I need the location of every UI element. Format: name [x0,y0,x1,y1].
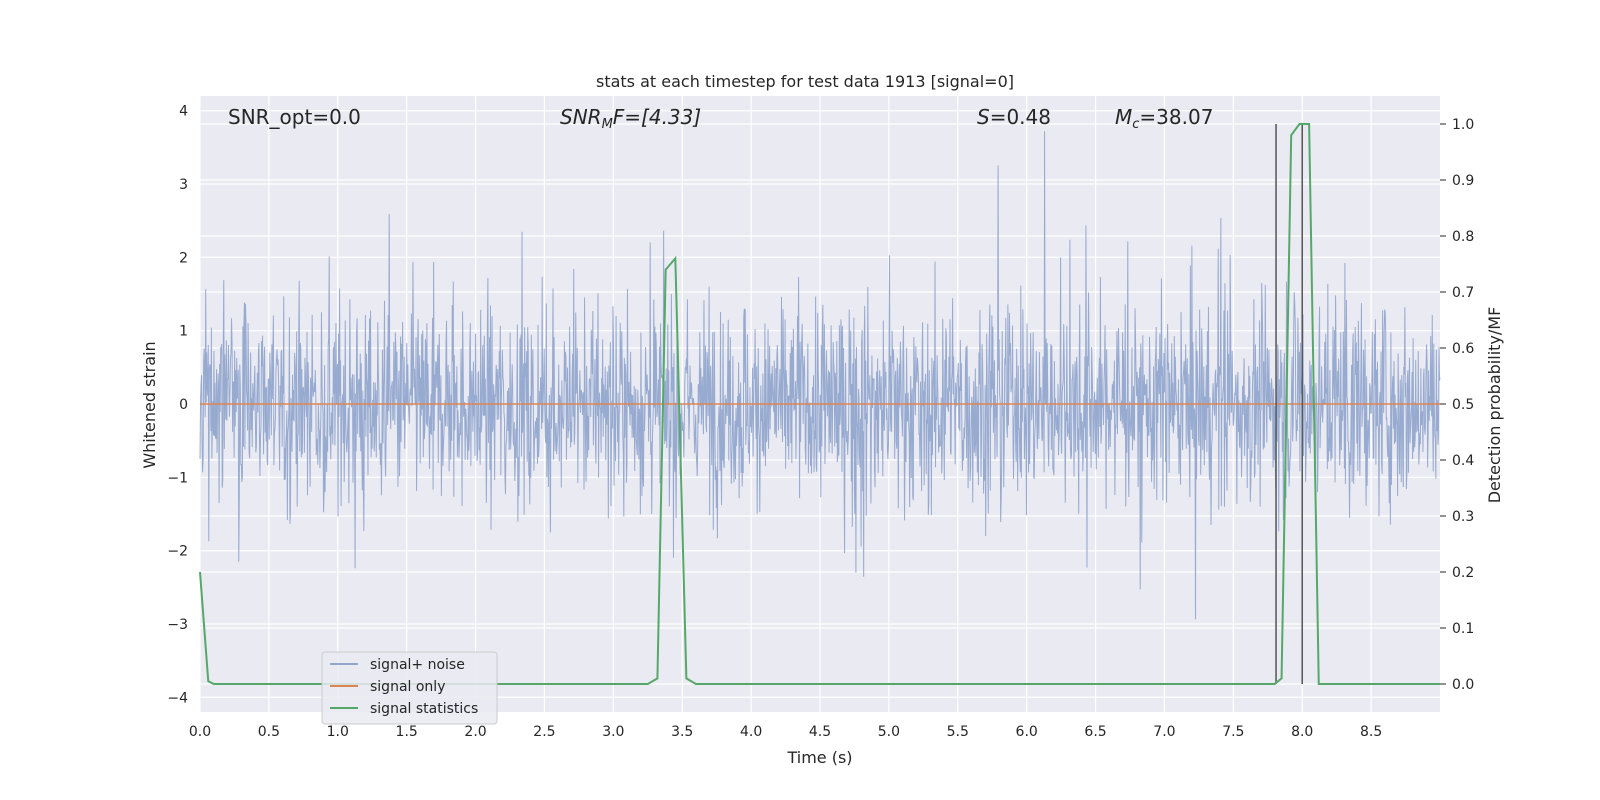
x-tick-label: 6.0 [1016,724,1038,740]
x-tick-label: 7.5 [1222,724,1244,740]
y-right-tick-label: 0.1 [1452,621,1474,637]
legend-box [321,651,498,725]
noise-trace [199,131,1441,620]
x-tick-label: 5.5 [947,724,969,740]
x-tick-label: 2.0 [464,724,486,740]
annotation-snr-mf: SNRMF=[4.33] [560,105,701,132]
x-tick-label: 4.5 [809,724,831,740]
legend-label-signal-only: signal only [370,679,445,695]
y-left-tick-label: 3 [179,177,188,193]
y-left-tick-label: 0 [179,397,188,413]
y-right-tick-label: 0.6 [1452,341,1474,357]
y-right-tick-label: 0.5 [1452,397,1474,413]
annotation-s: S=0.48 [977,105,1051,129]
x-tick-label: 1.0 [327,724,349,740]
x-tick-label: 8.5 [1360,724,1382,740]
x-tick-label: 3.5 [671,724,693,740]
y-axis-left-ticks: 4 3 2 1 0 −1 −2 −3 −4 [167,104,188,707]
x-axis-label: Time (s) [786,748,852,767]
y-left-tick-label: 2 [179,250,188,266]
y-right-tick-label: 0.3 [1452,509,1474,525]
y-left-tick-label: −4 [167,690,188,706]
x-tick-label: 7.0 [1153,724,1175,740]
x-tick-label: 0.5 [258,724,280,740]
x-tick-label: 4.0 [740,724,762,740]
x-tick-label: 0.0 [189,724,211,740]
y-right-tick-label: 0.4 [1452,453,1474,469]
series-signal-plus-noise [199,131,1441,620]
y-axis-right-label: Detection probability/MF [1485,307,1504,504]
y-axis-left-label: Whitened strain [140,341,159,468]
y-right-tick-label: 1.0 [1452,117,1474,133]
x-tick-label: 1.5 [396,724,418,740]
y-axis-right-ticks: 1.0 0.9 0.8 0.7 0.6 0.5 0.4 0.3 0.2 0.1 0.0 [1440,117,1474,693]
y-right-tick-label: 0.8 [1452,229,1474,245]
chart-title: stats at each timestep for test data 191… [596,72,1014,91]
x-tick-label: 3.0 [602,724,624,740]
x-tick-label: 2.5 [533,724,555,740]
x-axis-ticks: 0.0 0.5 1.0 1.5 2.0 2.5 3.0 3.5 4.0 4.5 5.0 5.5 6.0 6… [189,724,1382,740]
legend-label-signal-plus-noise: signal+ noise [370,657,465,673]
y-right-tick-label: 0.2 [1452,565,1474,581]
y-right-tick-label: 0.9 [1452,173,1474,189]
y-left-tick-label: −1 [167,470,188,486]
y-right-tick-label: 0.0 [1452,677,1474,693]
x-tick-label: 8.0 [1291,724,1313,740]
annotation-snr-opt: SNR_opt=0.0 [228,105,361,129]
x-tick-label: 6.5 [1084,724,1106,740]
legend-label-signal-statistics: signal statistics [370,701,478,717]
y-left-tick-label: −3 [167,617,188,633]
legend: signal+ noise signal only signal statist… [321,651,498,725]
vertical-markers [1275,124,1303,684]
y-right-tick-label: 0.7 [1452,285,1474,301]
annotation-mc: Mc=38.07 [1115,105,1213,132]
y-left-tick-label: −2 [167,544,188,560]
y-left-tick-label: 1 [179,324,188,340]
y-left-tick-label: 4 [179,104,188,120]
x-tick-label: 5.0 [878,724,900,740]
